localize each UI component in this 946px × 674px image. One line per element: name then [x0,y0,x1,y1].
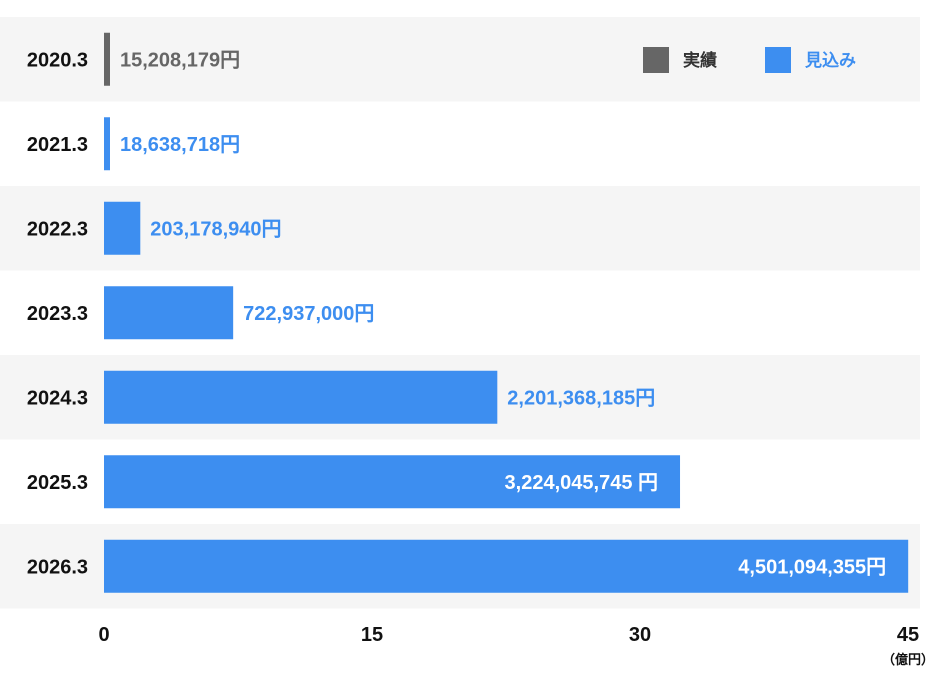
category-label: 2025.3 [27,472,88,494]
category-label: 2024.3 [27,387,88,409]
legend-swatch [765,47,791,73]
bar [104,455,681,509]
x-tick-label: 0 [98,624,109,646]
category-label: 2021.3 [27,134,88,156]
legend: 実績 見込み [643,47,856,73]
category-label: 2020.3 [27,49,88,71]
row-band [0,186,920,271]
data-label: 722,937,000円 [243,303,374,325]
legend-label: 実績 [683,50,717,70]
data-label: 4,501,094,355円 [738,556,886,578]
x-axis-unit-label: （億円） [882,652,934,667]
data-label: 18,638,718円 [120,134,240,156]
category-labels: 2020.3 2021.3 2022.3 2023.3 2024.3 2025.3 2026… [27,49,88,578]
bar [104,201,141,255]
bar [104,370,498,424]
category-label: 2022.3 [27,218,88,240]
x-tick-label: 30 [629,624,651,646]
data-label: 3,224,045,745 円 [505,472,658,494]
category-label: 2026.3 [27,556,88,578]
bars [104,32,909,593]
bar [104,539,909,593]
data-label: 2,201,368,185円 [507,387,655,409]
bar [104,32,110,86]
row-bands [0,17,920,609]
data-label: 15,208,179円 [120,49,240,71]
data-label: 203,178,940円 [150,218,281,240]
data-labels: 15,208,179円 18,638,718円 203,178,940円 722,93… [120,49,886,578]
x-tick-label: 15 [361,624,383,646]
category-label: 2023.3 [27,303,88,325]
bar [104,286,234,340]
legend-label: 見込み [804,51,856,70]
x-axis-ticks: 0 15 30 45 [98,624,919,646]
x-tick-label: 45 [897,624,919,646]
bar [104,117,110,171]
legend-swatch [643,47,669,73]
